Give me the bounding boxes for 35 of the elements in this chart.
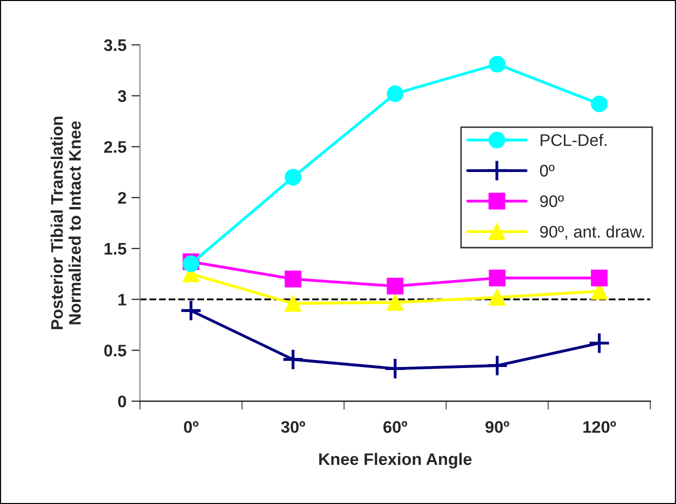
point [284, 270, 302, 288]
point [486, 354, 508, 377]
point [590, 270, 608, 286]
x-axis-title: Knee Flexion Angle [319, 452, 472, 468]
point [488, 270, 506, 286]
legend-label: PCL-Def. [540, 134, 606, 146]
point [384, 357, 406, 380]
y-tick-label: 0.5 [104, 344, 126, 356]
point [386, 85, 404, 102]
x-tick-label: 90º [485, 421, 510, 433]
point [588, 332, 610, 354]
y-tick-label: 3 [118, 90, 126, 102]
point [590, 96, 608, 112]
y-tick-label: 0 [118, 396, 126, 408]
x-tick-label: 120º [583, 421, 616, 433]
point [488, 289, 506, 306]
y-axis-title: Posterior Tibial Translation Normalized to Intact Knee [50, 116, 81, 330]
y-tick-label: 1.5 [104, 243, 126, 255]
y-tick-label: 2.5 [104, 141, 126, 153]
legend-label: 90º, ant. draw. [540, 225, 644, 240]
y-tick-label: 1 [118, 294, 126, 306]
legend-label: 0º [540, 164, 555, 177]
point [282, 348, 304, 371]
point [180, 299, 202, 322]
point [284, 168, 302, 186]
point [488, 56, 506, 73]
point [284, 295, 302, 312]
point [386, 278, 404, 294]
x-tick-label: 30º [281, 421, 306, 433]
x-tick-label: 60º [383, 421, 408, 433]
y-tick-label: 2 [118, 192, 126, 204]
legend-label: 90º [540, 195, 564, 208]
x-tick-label: 0º [184, 421, 198, 433]
point [386, 294, 404, 311]
y-tick-label: 3.5 [104, 39, 126, 52]
